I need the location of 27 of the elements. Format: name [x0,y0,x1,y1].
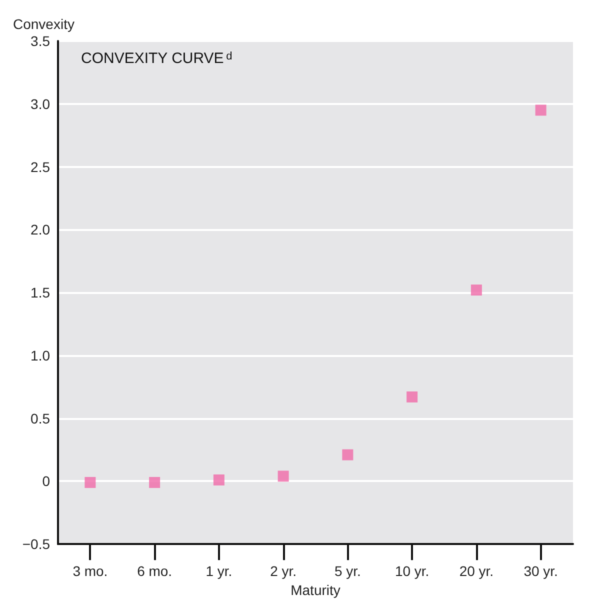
x-tick-label: 5 yr. [334,563,361,580]
x-tick-label: 30 yr. [524,563,558,580]
y-tick-label: 1.5 [30,284,50,301]
point [213,474,224,486]
x-tick-label: 20 yr. [459,563,494,580]
point [470,284,482,296]
point [84,476,96,488]
y-tick-label: 0.5 [30,410,50,426]
x-axis-title: Maturity [290,582,340,598]
point [406,391,418,402]
x-tick-label: 2 yr. [270,563,297,580]
point [535,104,546,116]
point [278,470,289,482]
y-tick-label: 3.0 [30,96,50,112]
y-tick-label: 1.0 [30,347,50,364]
y-tick-label: 2.0 [30,222,50,238]
x-tick-label: 3 mo. [72,563,108,580]
point [342,449,354,460]
y-tick-label: −0.5 [22,536,50,552]
y-tick-label: 2.5 [30,158,50,175]
point [149,476,160,488]
y-tick-label: 0 [42,473,50,490]
x-tick-label: 10 yr. [394,563,430,580]
y-axis-title: Convexity [13,16,74,32]
y-tick-label: 3.5 [30,33,50,49]
x-tick-label: 1 yr. [206,563,232,580]
x-tick-label: 6 mo. [137,563,172,580]
